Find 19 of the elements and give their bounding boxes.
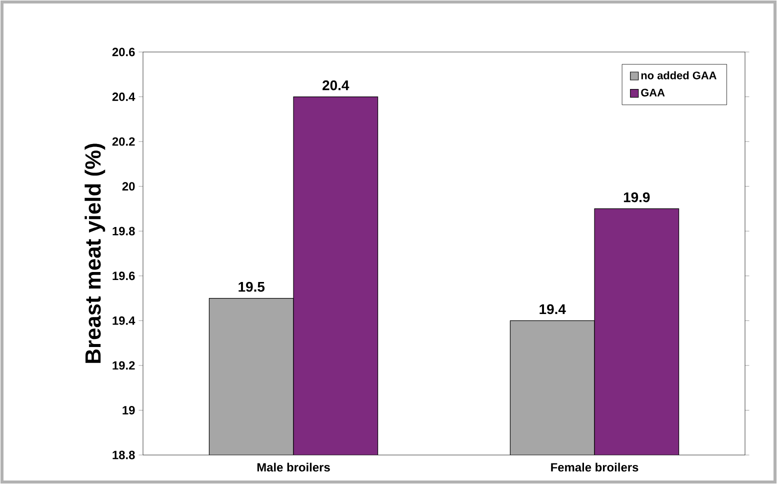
data-label: 20.4 [322, 80, 350, 90]
y-tick-label: 19.6 [112, 272, 135, 280]
y-axis-title: Breast meat yield (%) [84, 144, 106, 363]
y-tick-label: 20 [122, 182, 135, 191]
legend-label: GAA [641, 88, 665, 96]
y-tick-label: 19 [122, 406, 135, 414]
data-label: 19.4 [540, 304, 566, 314]
y-tick-label: 20.2 [112, 137, 135, 146]
x-tick-label: Male broilers [257, 462, 330, 472]
y-tick-label: 19.2 [112, 361, 135, 370]
y-tick-label: 18.8 [112, 450, 135, 460]
y-tick-label: 19.8 [112, 226, 135, 236]
y-tick-label: 20.6 [112, 48, 135, 56]
legend-label: no added GAA [641, 71, 716, 80]
data-label: 19.5 [238, 282, 265, 292]
y-tick-label: 19.4 [112, 316, 136, 325]
data-label: 19.9 [624, 192, 650, 202]
x-tick-label: Female broilers [551, 462, 638, 472]
y-tick-label: 20.4 [112, 92, 136, 101]
